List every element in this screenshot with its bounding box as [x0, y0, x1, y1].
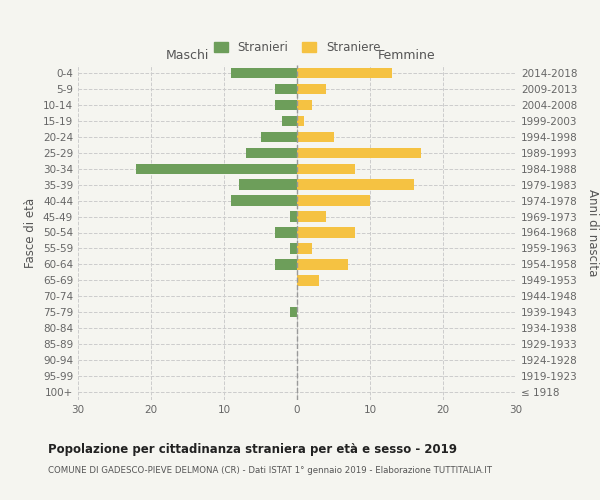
Text: Maschi: Maschi: [166, 48, 209, 62]
Bar: [297, 180, 414, 190]
Legend: Stranieri, Straniere: Stranieri, Straniere: [210, 38, 384, 58]
Bar: [297, 164, 355, 174]
Bar: [275, 228, 297, 237]
Bar: [297, 259, 348, 270]
Bar: [297, 148, 421, 158]
Text: Femmine: Femmine: [377, 48, 436, 62]
Y-axis label: Fasce di età: Fasce di età: [25, 198, 37, 268]
Bar: [297, 212, 326, 222]
Bar: [275, 84, 297, 94]
Bar: [290, 244, 297, 254]
Bar: [290, 307, 297, 318]
Bar: [232, 68, 297, 78]
Bar: [283, 116, 297, 126]
Bar: [297, 228, 355, 237]
Bar: [297, 68, 392, 78]
Text: COMUNE DI GADESCO-PIEVE DELMONA (CR) - Dati ISTAT 1° gennaio 2019 - Elaborazione: COMUNE DI GADESCO-PIEVE DELMONA (CR) - D…: [48, 466, 492, 475]
Bar: [297, 275, 319, 285]
Bar: [297, 244, 311, 254]
Bar: [297, 84, 326, 94]
Bar: [297, 196, 370, 206]
Bar: [297, 132, 334, 142]
Bar: [239, 180, 297, 190]
Bar: [290, 212, 297, 222]
Bar: [297, 116, 304, 126]
Bar: [232, 196, 297, 206]
Bar: [246, 148, 297, 158]
Bar: [260, 132, 297, 142]
Text: Popolazione per cittadinanza straniera per età e sesso - 2019: Popolazione per cittadinanza straniera p…: [48, 442, 457, 456]
Bar: [297, 100, 311, 110]
Bar: [275, 100, 297, 110]
Bar: [136, 164, 297, 174]
Bar: [275, 259, 297, 270]
Y-axis label: Anni di nascita: Anni di nascita: [586, 189, 599, 276]
